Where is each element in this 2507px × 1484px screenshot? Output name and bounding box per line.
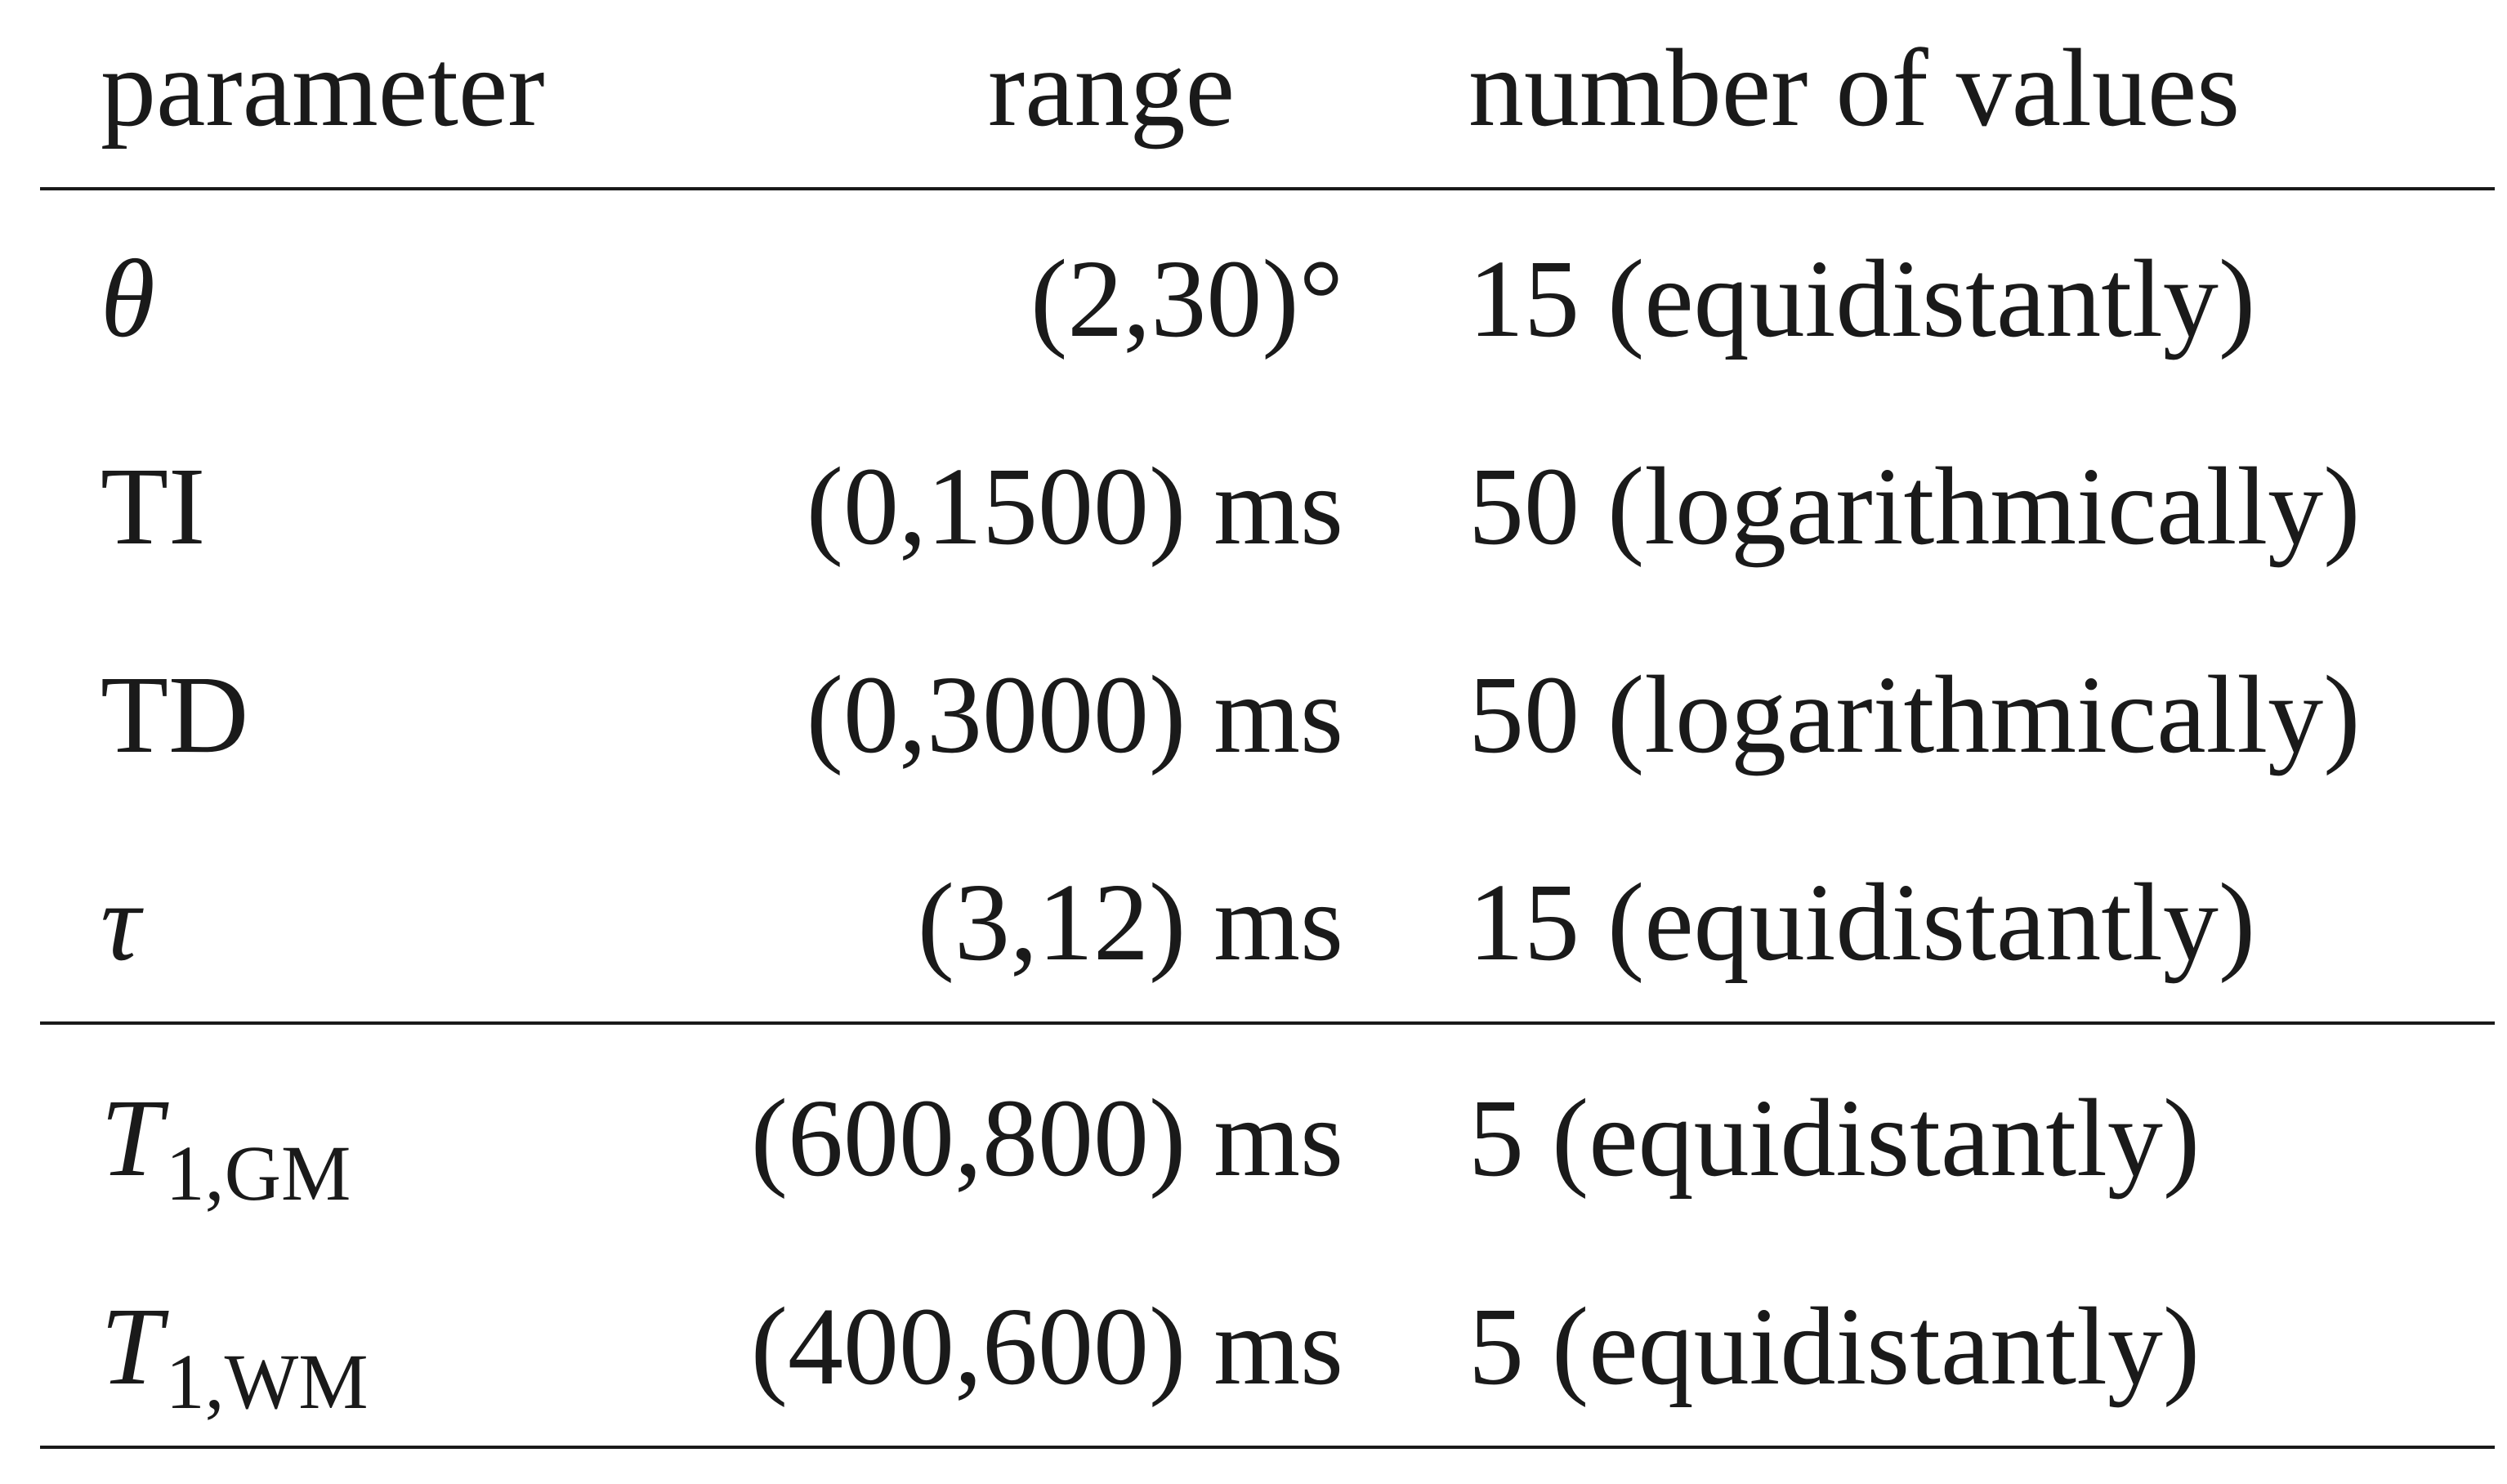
range-cell: (0,1500) ms bbox=[807, 445, 1343, 568]
header-cell: parameter bbox=[101, 27, 545, 150]
parameter-cell: TD bbox=[101, 654, 248, 776]
count-cell: 5 (equidistantly) bbox=[1468, 1285, 2200, 1408]
count-cell: 50 (logarithmically) bbox=[1468, 445, 2360, 568]
parameter-cell: T1,GM bbox=[101, 1077, 351, 1217]
parameter-subscript: 1,GM bbox=[166, 1129, 351, 1217]
range-cell: (400,600) ms bbox=[751, 1285, 1343, 1408]
parameter-cell: T1,WM bbox=[101, 1285, 369, 1425]
range-cell: (2,30)° bbox=[1030, 238, 1343, 360]
parameter-subscript: 1,WM bbox=[166, 1338, 369, 1425]
parameter-cell: TI bbox=[101, 445, 205, 568]
header-cell: number of values bbox=[1468, 27, 2240, 150]
range-cell: (3,12) ms bbox=[918, 861, 1343, 984]
count-cell: 15 (equidistantly) bbox=[1468, 238, 2255, 360]
parameter-symbol: T bbox=[101, 1077, 169, 1200]
parameter-symbol: T bbox=[101, 1285, 169, 1408]
parameter-cell: θ bbox=[101, 238, 155, 360]
count-cell: 15 (equidistantly) bbox=[1468, 861, 2255, 984]
range-cell: (0,3000) ms bbox=[807, 654, 1343, 776]
parameter-cell: τ bbox=[101, 861, 144, 984]
range-cell: (600,800) ms bbox=[751, 1077, 1343, 1200]
count-cell: 50 (logarithmically) bbox=[1468, 654, 2360, 776]
count-cell: 5 (equidistantly) bbox=[1468, 1077, 2200, 1200]
header-cell: range bbox=[988, 27, 1235, 150]
